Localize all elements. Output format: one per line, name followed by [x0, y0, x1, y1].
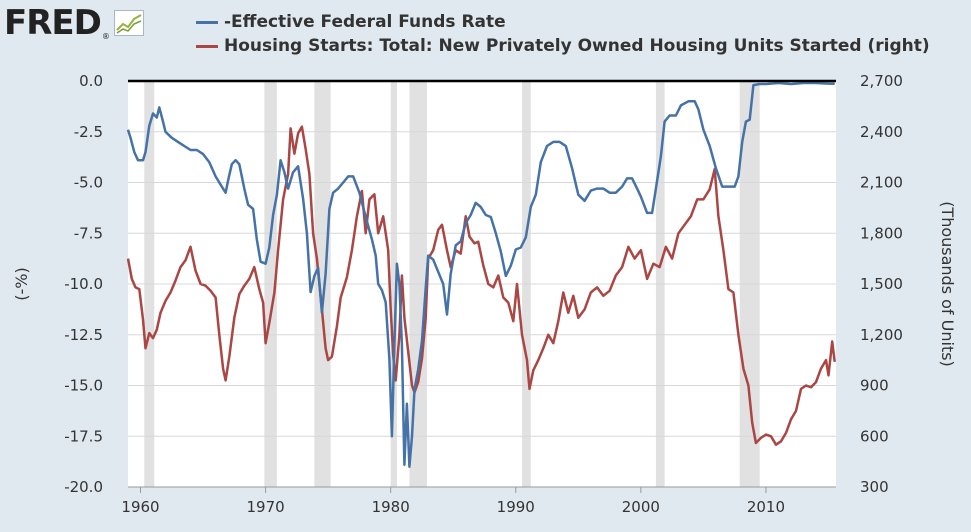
legend-item-fed-funds[interactable]: -Effective Federal Funds Rate — [196, 10, 930, 34]
y-left-tick-label: 0.0 — [79, 72, 103, 90]
x-tick-label: 2000 — [622, 498, 660, 516]
y-left-tick-label: -10.0 — [64, 275, 103, 293]
y-right-tick-label: 1,800 — [860, 224, 903, 242]
y-right-tick-label: 300 — [860, 478, 889, 496]
mini-chart-icon — [113, 10, 144, 36]
chart-legend: -Effective Federal Funds Rate Housing St… — [196, 10, 930, 58]
logo-registered-mark: ® — [101, 32, 110, 41]
legend-swatch-housing-starts — [196, 44, 218, 48]
y-left-tick-label: -17.5 — [64, 427, 103, 445]
housing-starts-line — [126, 125, 836, 446]
x-tick-label: 2010 — [747, 498, 785, 516]
y-right-tick-label: 2,400 — [860, 123, 903, 141]
fed-funds-line — [126, 81, 835, 468]
y-right-tick-label: 900 — [860, 377, 889, 395]
y-left-tick-label: -2.5 — [74, 123, 103, 141]
y-left-tick-label: -20.0 — [64, 478, 103, 496]
x-tick-label: 1970 — [247, 498, 285, 516]
legend-label-housing-starts: Housing Starts: Total: New Privately Own… — [224, 36, 930, 56]
legend-label-fed-funds: -Effective Federal Funds Rate — [224, 12, 506, 32]
y-right-tick-label: 1,500 — [860, 275, 903, 293]
logo-text: FRED — [4, 3, 102, 43]
y-left-tick-label: -7.5 — [74, 224, 103, 242]
y-right-tick-label: 2,700 — [860, 72, 903, 90]
fred-logo[interactable]: FRED ® — [4, 4, 144, 42]
legend-item-housing-starts[interactable]: Housing Starts: Total: New Privately Own… — [196, 34, 930, 58]
y-right-axis-title: (Thousands of Units) — [938, 201, 957, 367]
y-left-tick-label: -5.0 — [74, 174, 103, 192]
x-tick-label: 1980 — [372, 498, 410, 516]
x-tick-label: 1990 — [497, 498, 535, 516]
y-left-tick-label: -12.5 — [64, 326, 103, 344]
y-left-tick-label: -15.0 — [64, 377, 103, 395]
x-tick-label: 1960 — [121, 498, 159, 516]
y-right-tick-label: 2,100 — [860, 174, 903, 192]
y-right-tick-label: 1,200 — [860, 326, 903, 344]
y-right-tick-label: 600 — [860, 427, 889, 445]
y-left-axis-title: (-%) — [12, 267, 31, 300]
legend-swatch-fed-funds — [196, 20, 218, 24]
